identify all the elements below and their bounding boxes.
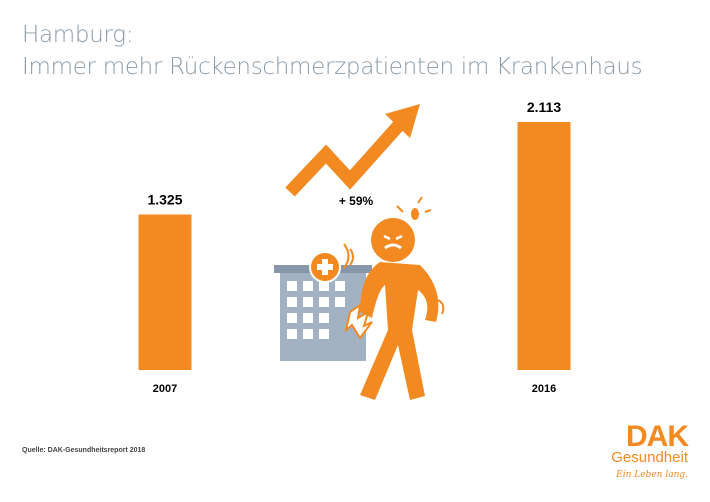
bars-group: 1.325 2007 2.113 2016 — [138, 99, 571, 395]
trend-arrow-icon — [285, 104, 420, 197]
value-label-2016: 2.113 — [527, 99, 561, 115]
logo-slogan: Ein Leben lang. — [616, 470, 688, 480]
logo-sub: Gesundheit — [611, 449, 688, 466]
change-label: + 59% — [339, 194, 374, 208]
category-label-2016: 2016 — [532, 383, 556, 395]
logo-brand: DAK — [626, 420, 689, 453]
value-label-2007: 1.325 — [147, 191, 182, 207]
category-label-2007: 2007 — [153, 383, 177, 395]
source-note: Quelle: DAK-Gesundheitsreport 2018 — [22, 447, 146, 454]
bar-2016 — [517, 122, 571, 370]
title-line-2: Immer mehr Rückenschmerzpatienten im Kra… — [22, 54, 643, 80]
bar-2007 — [138, 214, 192, 370]
dak-logo: DAK Gesundheit Ein Leben lang. — [611, 420, 694, 492]
chart-title: Hamburg: Immer mehr Rückenschmerzpatient… — [22, 19, 643, 83]
person-back-pain-icon — [343, 196, 445, 400]
title-line-1: Hamburg: — [22, 22, 134, 48]
